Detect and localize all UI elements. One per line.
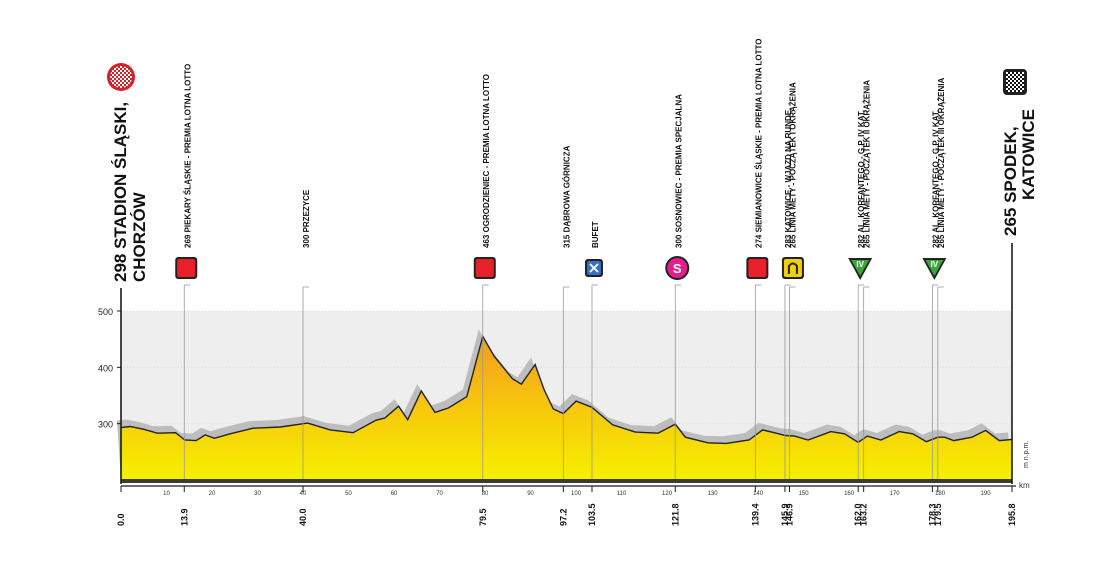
x-tick-label: 160 — [844, 491, 855, 497]
marker-label: 282 AL. KORFANTEGO - G.P. IV KAT. — [931, 110, 940, 248]
x-tick-label: 20 — [209, 491, 216, 497]
finish-label: 265 SPODEK, — [1001, 126, 1020, 236]
circuit-entry-icon — [781, 257, 804, 279]
x-tick-label: 70 — [436, 491, 443, 497]
x-tick-label: 170 — [890, 491, 901, 497]
x-tick-label: 120 — [662, 491, 673, 497]
km-label: 103.5 — [587, 503, 597, 526]
mountain-iv-icon: IV — [848, 258, 873, 280]
svg-text:S: S — [673, 261, 682, 276]
axes: 300 400 500 10 20 30 40 50 60 70 80 90 100 110 120 130 1… — [98, 243, 1017, 526]
marker-label: 463 OGRODZIENIEC - PREMIA LOTNA LOTTO — [482, 74, 491, 248]
x-tick-label: 90 — [527, 491, 534, 497]
km-label: 79.5 — [478, 508, 488, 526]
mountain-iv-icon: IV — [922, 258, 947, 280]
x-tick-label: 60 — [391, 491, 398, 497]
y-tick-label: 500 — [98, 307, 113, 317]
svg-text:IV: IV — [931, 260, 939, 269]
km-label: 178.3 — [927, 503, 937, 526]
km-label: 97.2 — [558, 508, 568, 526]
x-tick-label: 110 — [617, 491, 627, 497]
km-label: 121.8 — [670, 503, 680, 526]
special-prize-icon: S — [665, 256, 690, 280]
marker-label: 300 SOSNOWIEC - PREMIA SPECJALNA — [674, 94, 683, 248]
marker-label: 265 LINIA METY - POCZĄTEK III OKRĄŻENIA — [937, 78, 946, 248]
km-label: 0.0 — [116, 513, 126, 526]
marker-label: 300 PRZEZYCE — [302, 189, 311, 248]
x-tick-label: 180 — [935, 491, 946, 497]
x-tick-label: 40 — [300, 491, 307, 497]
x-tick-label: 100 — [571, 491, 582, 497]
marker-icons: S IV IV — [175, 256, 947, 280]
km-label: 179.5 — [933, 503, 943, 526]
km-label: 145.9 — [780, 503, 790, 526]
marker-label: 274 SIEMIANOWICE ŚLĄSKIE - PREMIA LOTNA … — [754, 39, 763, 249]
sprint-icon — [746, 257, 769, 279]
marker-label: BUFET — [591, 221, 600, 248]
marker-label: 265 LINIA METY - POCZĄTEK II OKRĄŻENIA — [863, 80, 872, 248]
km-label: 163.2 — [859, 503, 869, 526]
start-label-line2: CHORZÓW — [130, 191, 149, 282]
x-tick-label: 50 — [345, 491, 352, 497]
x-tick-label: 140 — [753, 491, 764, 497]
sprint-icon — [473, 257, 496, 279]
km-label: 40.0 — [298, 508, 308, 526]
finish-flag-icon — [1003, 69, 1027, 95]
marker-label: 282 AL. KORFANTEGO - G.P. IV KAT. — [857, 110, 866, 248]
start-flag-icon — [107, 63, 135, 91]
start-label: 298 STADION ŚLĄSKI, — [111, 102, 130, 282]
x-tick-label: 80 — [482, 491, 489, 497]
marker-lines — [183, 284, 944, 480]
marker-label: 315 DĄBROWA GÓRNICZA — [562, 145, 571, 248]
feed-zone-icon — [584, 259, 603, 277]
sprint-icon — [175, 257, 198, 279]
x-tick-label: 150 — [799, 491, 810, 497]
km-label: 13.9 — [179, 508, 189, 526]
road-strip — [121, 479, 1012, 483]
km-label: 162.0 — [853, 503, 863, 526]
km-label: 195.8 — [1007, 503, 1017, 526]
marker-label: 269 PIEKARY ŚLĄSKIE - PREMIA LOTNA LOTTO — [183, 64, 192, 248]
x-tick-label: 190 — [981, 491, 992, 497]
y-tick-label: 400 — [98, 363, 113, 373]
km-label: 146.9 — [784, 503, 794, 526]
x-tick-label: 10 — [163, 491, 170, 497]
marker-label: 265 LINIA METY - POCZĄTEK I OKRĄŻENIA — [788, 82, 797, 248]
x-tick-label: 30 — [254, 491, 261, 497]
y-tick-label: 300 — [98, 420, 113, 430]
finish-label-line2: KATOWICE — [1019, 109, 1038, 200]
marker-label: 283 KATOWICE - WJAZD NA RUNDĘ — [784, 109, 793, 248]
x-axis-unit: km — [1019, 481, 1030, 490]
y-axis-unit: m n.p.m. — [1023, 441, 1030, 468]
x-tick-label: 130 — [708, 491, 719, 497]
svg-text:IV: IV — [856, 260, 864, 269]
km-label: 139.4 — [750, 503, 760, 526]
marker-labels: 269 PIEKARY ŚLĄSKIE - PREMIA LOTNA LOTTO… — [183, 39, 946, 249]
